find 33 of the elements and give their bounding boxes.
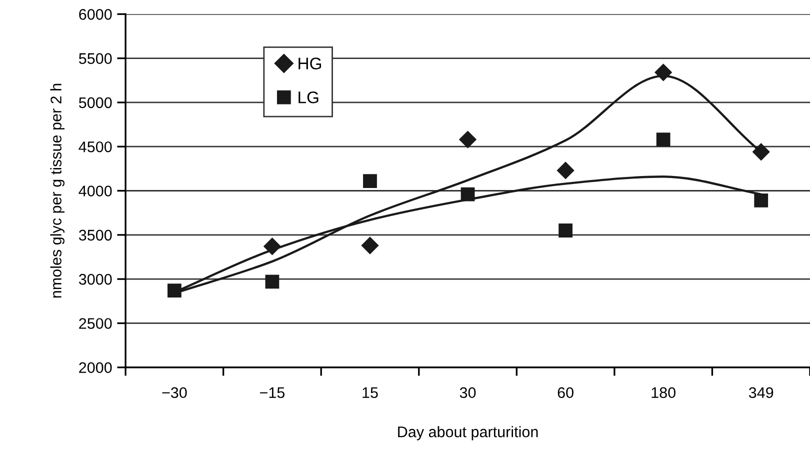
y-tick-label: 3500 (78, 230, 112, 241)
y-tick-label: 5000 (78, 97, 112, 108)
y-tick-label: 2500 (79, 318, 112, 329)
y-tick-label: 5500 (78, 53, 112, 64)
x-tick-label: 30 (460, 387, 476, 398)
legend-label: HG (298, 58, 322, 70)
x-tick-label: 60 (558, 387, 574, 398)
point (656, 132, 670, 146)
x-tick-label: 15 (362, 387, 378, 398)
point (264, 238, 281, 255)
point (557, 162, 574, 179)
point (167, 284, 182, 298)
y-tick-label: 2000 (79, 362, 112, 374)
point (265, 274, 280, 289)
point (460, 187, 475, 202)
y-tick-label: 6000 (79, 9, 112, 20)
point (654, 64, 672, 81)
point (361, 236, 379, 254)
point (752, 143, 770, 160)
legend-label: LG (298, 92, 318, 104)
point (754, 194, 768, 208)
y-tick-label: 4000 (78, 186, 112, 196)
y-tick-label: 3000 (78, 274, 112, 285)
point (363, 174, 377, 188)
x-tick-label: 349 (748, 387, 774, 398)
point (558, 224, 572, 238)
y-tick-label: 4500 (78, 141, 112, 152)
x-tick-label: 180 (652, 387, 676, 398)
x-axis-title: Day about parturition (398, 426, 538, 440)
point (459, 130, 476, 148)
y-axis-title: nmoles glyc per g tissue per 2 h (50, 84, 64, 298)
x-tick-label: −15 (260, 387, 285, 398)
x-tick-label: −30 (162, 387, 187, 398)
